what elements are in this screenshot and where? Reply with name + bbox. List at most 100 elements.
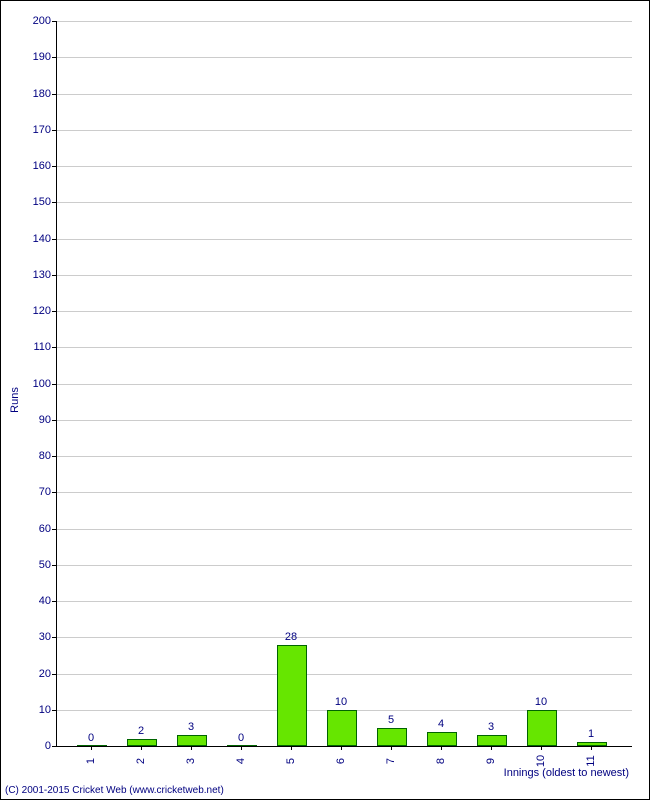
x-tick-label: 6 — [335, 758, 347, 764]
y-tick-mark — [52, 275, 56, 276]
y-tick-label: 140 — [33, 233, 51, 245]
y-axis-label: Runs — [9, 387, 21, 413]
bar-value-label: 3 — [188, 721, 194, 733]
bar — [427, 732, 457, 747]
y-tick-mark — [52, 456, 56, 457]
x-tick-mark — [541, 746, 542, 750]
y-tick-label: 130 — [33, 269, 51, 281]
x-tick-mark — [491, 746, 492, 750]
bar — [527, 710, 557, 746]
y-tick-label: 200 — [33, 15, 51, 27]
gridline — [57, 492, 632, 493]
bar — [577, 742, 607, 746]
x-tick-mark — [141, 746, 142, 750]
x-tick-label: 11 — [585, 755, 597, 766]
gridline — [57, 94, 632, 95]
gridline — [57, 57, 632, 58]
x-tick-mark — [91, 746, 92, 750]
gridline — [57, 239, 632, 240]
y-tick-mark — [52, 529, 56, 530]
y-tick-label: 80 — [39, 450, 51, 462]
y-tick-label: 10 — [39, 704, 51, 716]
chart-footer: (C) 2001-2015 Cricket Web (www.cricketwe… — [5, 785, 224, 796]
x-tick-mark — [441, 746, 442, 750]
y-tick-label: 70 — [39, 486, 51, 498]
y-tick-label: 60 — [39, 523, 51, 535]
gridline — [57, 311, 632, 312]
x-tick-mark — [391, 746, 392, 750]
gridline — [57, 21, 632, 22]
x-tick-label: 4 — [235, 758, 247, 764]
y-tick-label: 170 — [33, 124, 51, 136]
x-tick-label: 7 — [385, 758, 397, 764]
bar — [377, 728, 407, 746]
x-tick-mark — [291, 746, 292, 750]
y-tick-mark — [52, 384, 56, 385]
y-tick-label: 0 — [45, 740, 51, 752]
y-tick-label: 40 — [39, 595, 51, 607]
x-tick-label: 9 — [485, 758, 497, 764]
x-tick-label: 8 — [435, 758, 447, 764]
gridline — [57, 347, 632, 348]
bar-value-label: 3 — [488, 721, 494, 733]
bar — [327, 710, 357, 746]
y-tick-mark — [52, 420, 56, 421]
bar-value-label: 28 — [285, 631, 297, 643]
gridline — [57, 456, 632, 457]
bar — [277, 645, 307, 747]
bar-value-label: 4 — [438, 718, 444, 730]
x-tick-mark — [341, 746, 342, 750]
y-tick-mark — [52, 746, 56, 747]
bar-value-label: 2 — [138, 725, 144, 737]
y-tick-label: 180 — [33, 88, 51, 100]
y-tick-label: 50 — [39, 559, 51, 571]
gridline — [57, 420, 632, 421]
y-tick-mark — [52, 166, 56, 167]
y-tick-mark — [52, 601, 56, 602]
bar-value-label: 0 — [88, 732, 94, 744]
x-axis-label: Innings (oldest to newest) — [504, 767, 629, 779]
bar-value-label: 1 — [588, 728, 594, 740]
x-tick-mark — [191, 746, 192, 750]
bar-value-label: 0 — [238, 732, 244, 744]
y-tick-mark — [52, 710, 56, 711]
bar-value-label: 10 — [335, 696, 347, 708]
bar — [177, 735, 207, 746]
chart-container: Runs Innings (oldest to newest) (C) 2001… — [0, 0, 650, 800]
bar — [127, 739, 157, 746]
x-tick-label: 1 — [85, 758, 97, 764]
y-tick-mark — [52, 637, 56, 638]
bar-value-label: 10 — [535, 696, 547, 708]
y-tick-mark — [52, 347, 56, 348]
y-tick-label: 150 — [33, 196, 51, 208]
x-tick-label: 2 — [135, 758, 147, 764]
y-tick-mark — [52, 565, 56, 566]
plot-area — [56, 21, 632, 747]
bar — [227, 745, 257, 746]
gridline — [57, 601, 632, 602]
y-tick-mark — [52, 94, 56, 95]
x-tick-mark — [241, 746, 242, 750]
y-tick-mark — [52, 21, 56, 22]
gridline — [57, 202, 632, 203]
y-tick-label: 110 — [33, 341, 51, 353]
x-tick-mark — [591, 746, 592, 750]
gridline — [57, 166, 632, 167]
y-tick-mark — [52, 492, 56, 493]
x-tick-label: 5 — [285, 758, 297, 764]
y-tick-label: 190 — [33, 51, 51, 63]
x-tick-label: 3 — [185, 758, 197, 764]
y-tick-label: 90 — [39, 414, 51, 426]
y-tick-mark — [52, 202, 56, 203]
y-tick-mark — [52, 674, 56, 675]
gridline — [57, 130, 632, 131]
y-tick-label: 160 — [33, 160, 51, 172]
gridline — [57, 275, 632, 276]
y-tick-mark — [52, 130, 56, 131]
bar-value-label: 5 — [388, 714, 394, 726]
gridline — [57, 674, 632, 675]
x-tick-label: 10 — [535, 755, 547, 767]
y-tick-label: 20 — [39, 668, 51, 680]
y-tick-mark — [52, 311, 56, 312]
bar — [477, 735, 507, 746]
